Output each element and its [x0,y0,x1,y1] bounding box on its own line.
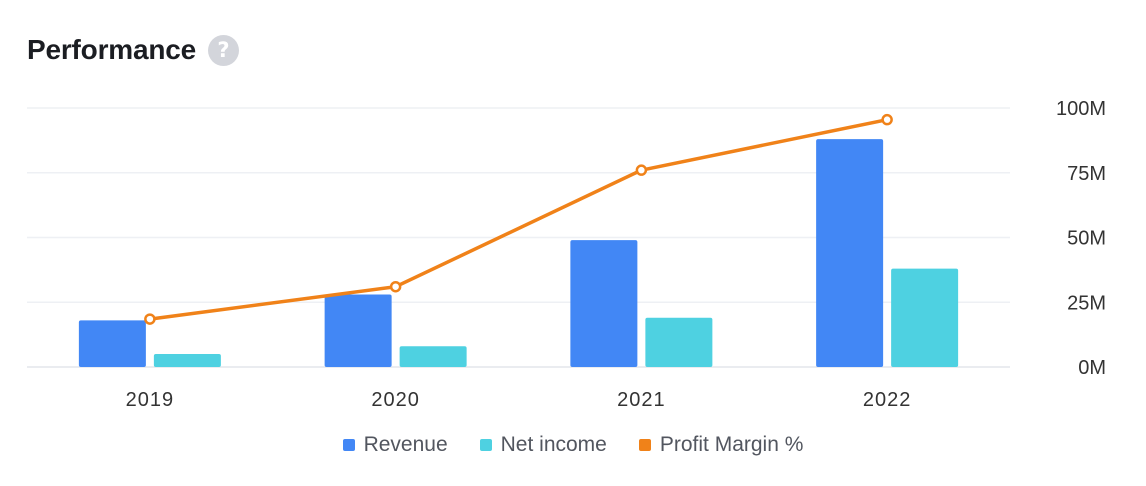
bar-net-income [399,346,467,367]
legend-label-revenue: Revenue [363,433,448,456]
legend-label-net-income: Net income [500,433,607,456]
question-circle-icon[interactable]: ? [208,34,239,66]
legend-swatch-net-income [479,439,492,451]
bar-net-income [153,354,221,367]
y-tick-label: 25M [1067,292,1106,314]
bar-revenue [570,240,638,367]
x-tick-label: 2020 [371,389,420,411]
point-profit-margin [389,280,402,293]
bar-net-income [645,317,713,367]
legend-label-profit-margin: Profit Margin % [659,433,804,456]
bar-revenue [324,294,392,367]
chart-header: Performance ? [27,34,239,66]
point-profit-margin [881,113,893,126]
legend-item-profit-margin[interactable]: Profit Margin % [638,433,804,457]
x-tick-label: 2021 [617,389,666,411]
y-tick-label: 100M [1056,98,1106,120]
bar-net-income [891,268,959,367]
legend-swatch-profit-margin [638,439,651,451]
y-tick-label: 0M [1078,357,1106,379]
chart-legend: Revenue Net income Profit Margin % [0,433,1146,457]
y-tick-label: 75M [1067,163,1106,185]
x-tick-label: 2019 [126,389,175,411]
bar-revenue [78,320,146,367]
y-tick-label: 50M [1067,228,1106,250]
point-profit-margin [144,313,156,325]
x-tick-label: 2022 [863,389,912,411]
chart-title: Performance [27,34,196,65]
line-profit-margin [148,117,889,321]
legend-swatch-revenue [342,439,355,451]
legend-item-net-income[interactable]: Net income [479,433,607,457]
bar-revenue [816,139,884,367]
legend-item-revenue[interactable]: Revenue [342,433,448,457]
point-profit-margin [635,164,648,176]
